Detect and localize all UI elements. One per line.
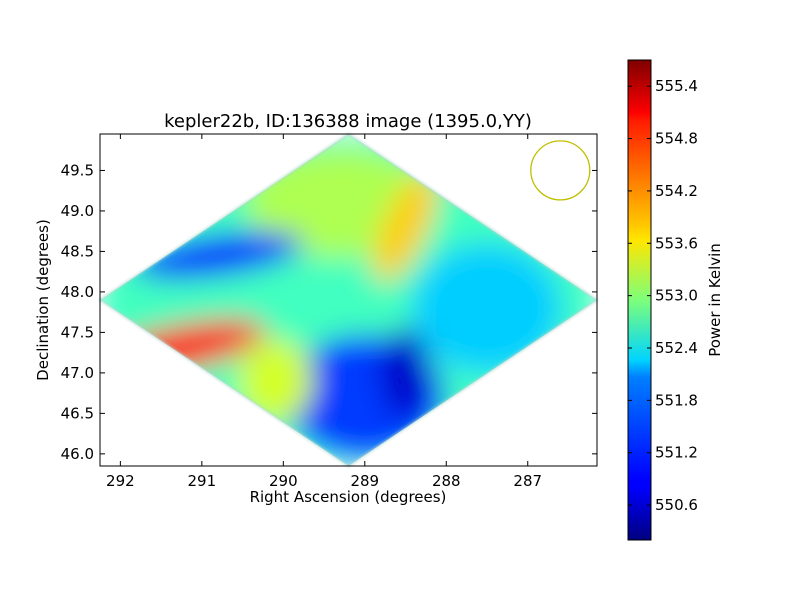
colorbar-tick-label: 551.2 [655,444,698,462]
x-tick-label: 288 [432,472,461,490]
y-tick-label: 47.5 [61,323,94,341]
beam-circle [530,140,591,201]
y-tick-label: 48.5 [61,242,94,260]
x-tick-label: 291 [188,472,217,490]
y-tick-label: 48.0 [61,283,94,301]
x-axis-label: Right Ascension (degrees) [250,488,447,506]
heatmap-region-northeast-arm [373,171,438,283]
colorbar-tick-label: 551.8 [655,391,698,409]
plot-frame [99,133,598,467]
y-tick-label: 47.0 [61,364,94,382]
colorbar-tick-label: 554.2 [655,182,698,200]
heatmap-region-south-core [380,327,431,418]
y-axis: 46.0 46.5 47.0 47.5 48.0 48.5 49.0 49.5 [61,161,597,463]
colorbar-tick-label: 552.4 [655,339,698,357]
x-axis: 292 291 290 289 288 287 [106,134,542,490]
colorbar-tick-label: 554.8 [655,130,698,148]
x-tick-label: 287 [513,472,542,490]
x-tick-label: 290 [269,472,298,490]
x-tick-label: 289 [350,472,379,490]
colorbar-tick-label: 553.0 [655,287,698,305]
y-tick-label: 46.5 [61,404,94,422]
heatmap-region-east-lobe [412,243,562,374]
x-tick-label: 292 [106,472,135,490]
colorbar-label: Power in Kelvin [706,243,724,357]
colorbar-tick-label: 550.6 [655,496,698,514]
y-axis-label: Declination (degrees) [34,219,52,381]
colorbar-tick-label: 555.4 [655,77,698,95]
y-tick-label: 49.5 [61,161,94,179]
colorbar [627,59,652,541]
y-tick-label: 49.0 [61,202,94,220]
colorbar-ticks: 550.6 551.2 551.8 552.4 553.0 553.6 554.2 554.8… [628,77,698,514]
y-tick-label: 46.0 [61,445,94,463]
colorbar-tick-label: 553.6 [655,234,698,252]
chart-title: kepler22b, ID:136388 image (1395.0,YY) [164,111,532,132]
heatmap-region-southwest-wedge [237,339,314,423]
